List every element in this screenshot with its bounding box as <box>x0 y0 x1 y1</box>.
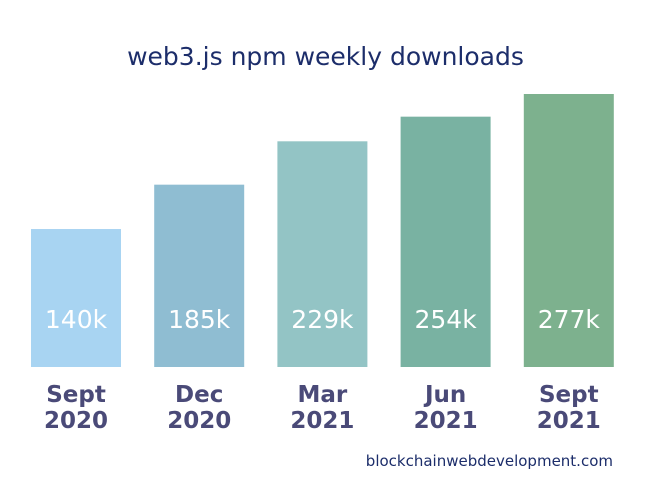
category-label-4-0: Sept <box>539 382 599 408</box>
value-label-1: 185k <box>168 305 231 334</box>
category-label-3-1: 2021 <box>414 408 478 434</box>
category-label-0-0: Sept <box>46 382 106 408</box>
bar-0 <box>31 229 121 367</box>
chart-title: web3.js npm weekly downloads <box>127 42 524 71</box>
value-label-2: 229k <box>291 305 354 334</box>
category-label-1-0: Dec <box>175 382 223 408</box>
bar-2 <box>277 141 368 367</box>
category-label-0-1: 2020 <box>44 408 108 434</box>
category-label-1-1: 2020 <box>167 408 231 434</box>
category-label-2-1: 2021 <box>290 408 354 434</box>
bar-4 <box>523 94 614 367</box>
category-label-3-0: Jun <box>423 382 466 408</box>
bar-3 <box>400 116 491 367</box>
bar-1 <box>154 184 245 367</box>
category-label-2-0: Mar <box>298 382 348 408</box>
category-label-4-1: 2021 <box>537 408 601 434</box>
source-credit: blockchainwebdevelopment.com <box>365 452 613 470</box>
value-label-4: 277k <box>538 305 601 334</box>
value-label-0: 140k <box>45 305 108 334</box>
value-label-3: 254k <box>414 305 477 334</box>
